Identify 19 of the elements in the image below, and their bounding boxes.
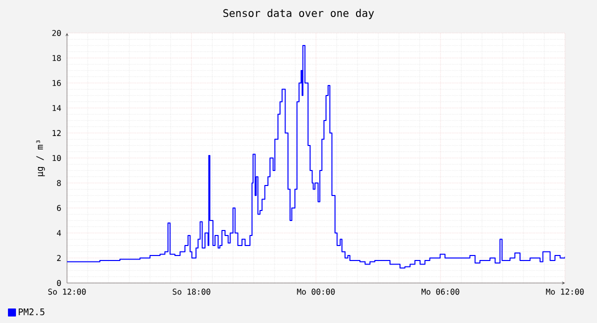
y-tick-label: 8 <box>57 180 61 186</box>
y-axis-title: µg / m³ <box>36 140 45 176</box>
y-tick-label: 12 <box>52 130 61 136</box>
y-tick-label: 18 <box>52 54 61 62</box>
y-tick-label: 6 <box>57 204 61 212</box>
y-tick-label: 4 <box>56 230 61 236</box>
x-tick-label: So 18:00 <box>172 288 210 295</box>
y-tick-label: 0 <box>57 280 61 286</box>
y-tick-label: 16 <box>52 80 61 86</box>
y-tick-label: 14 <box>52 105 61 111</box>
legend-label: PM2.5 <box>18 308 44 316</box>
x-tick-label: Mo 06:00 <box>422 288 460 295</box>
y-tick-label: 10 <box>52 154 61 162</box>
x-tick-label: Mo 12:00 <box>546 288 584 295</box>
y-tick-label: 2 <box>57 255 61 261</box>
x-tick-label: So 12:00 <box>48 288 86 295</box>
y-tick-label: 20 <box>52 30 61 36</box>
chart-title: Sensor data over one day <box>223 8 374 20</box>
x-tick-label: Mo 00:00 <box>297 288 335 295</box>
